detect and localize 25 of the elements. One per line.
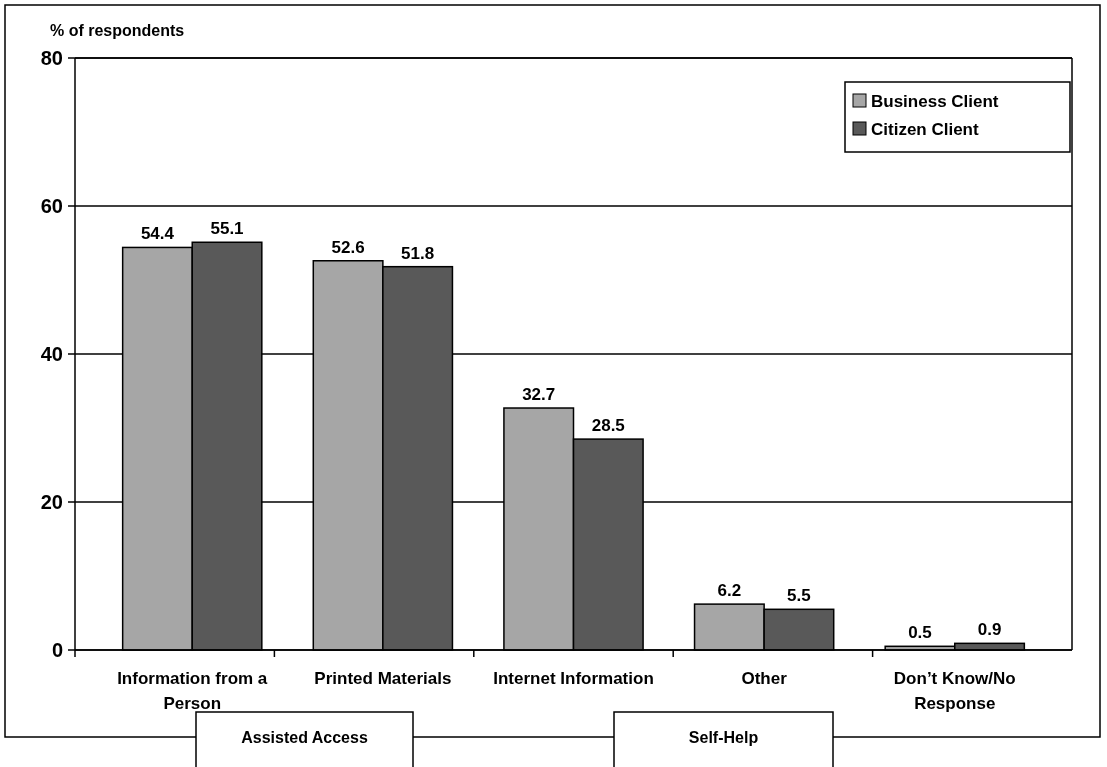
x-tick-label: Information from a Person xyxy=(117,669,268,713)
y-tick-label: 80 xyxy=(40,47,63,69)
text: Self-Help xyxy=(688,728,759,746)
legend-label: Citizen Client xyxy=(871,119,980,139)
y-tick-label: 0 xyxy=(51,639,63,661)
data-label: 52.6 xyxy=(331,237,365,257)
data-label: 28.5 xyxy=(591,416,625,436)
x-tick-label: Internet Information xyxy=(493,669,654,688)
x-tick-label: Other xyxy=(741,669,788,688)
y-tick-label: 20 xyxy=(40,491,63,513)
x-tick-label: Printed Materials xyxy=(314,669,452,688)
x-tick-label: Don’t Know/No Response xyxy=(893,669,1016,713)
data-label: 55.1 xyxy=(210,219,244,239)
y-tick-label: 40 xyxy=(40,343,63,365)
data-label: 51.8 xyxy=(401,243,435,263)
y-tick-label: 60 xyxy=(40,195,63,217)
data-label: 32.7 xyxy=(522,385,556,405)
data-label: 6.2 xyxy=(717,581,742,601)
data-label: 0.9 xyxy=(977,620,1002,640)
data-label: 54.4 xyxy=(140,224,175,244)
y-axis-title: % of respondents xyxy=(50,22,185,39)
data-label: 5.5 xyxy=(787,586,811,606)
data-label: 0.5 xyxy=(908,623,932,643)
legend-label: Business Client xyxy=(871,91,999,111)
text: Assisted Access xyxy=(241,728,368,746)
